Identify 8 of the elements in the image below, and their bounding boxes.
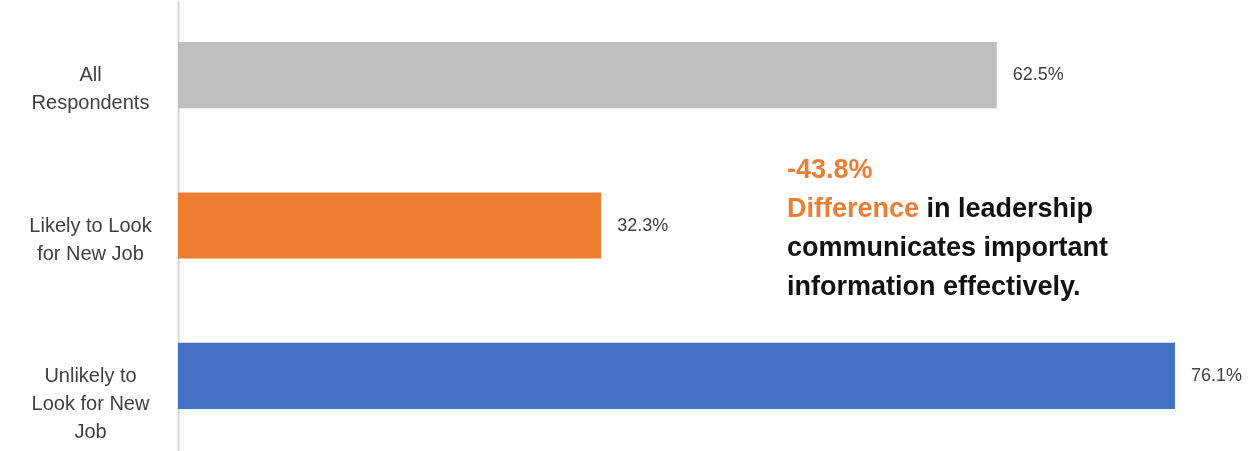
- y-tick-label: Likely to Look for New Job: [29, 213, 153, 264]
- data-label: 62.5%: [1012, 64, 1064, 85]
- data-label: 76.1%: [1191, 364, 1243, 385]
- y-tick-label: Unlikely to Look for New Job: [31, 363, 150, 442]
- y-tick-label: All Respondents: [31, 63, 150, 114]
- annotation: -43.8%: [787, 153, 874, 186]
- data-label: 32.3%: [617, 214, 669, 235]
- annotation: Difference in leadership communicates important information effectively.: [787, 192, 1110, 303]
